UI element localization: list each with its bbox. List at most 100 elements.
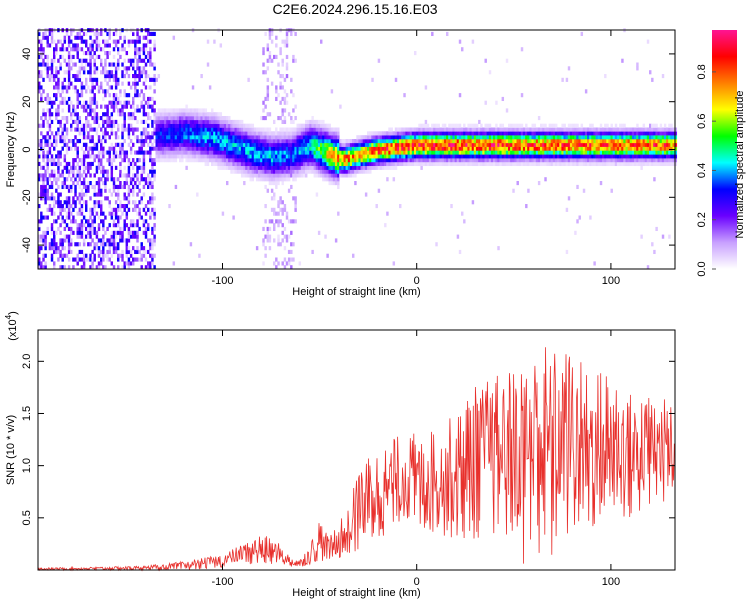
heatmap-cell [153,31,156,37]
heatmap-cell [270,81,274,86]
heatmap-cell [283,204,287,209]
heatmap-cell [589,215,592,220]
heatmap-cell [149,181,152,186]
heatmap-cell [123,39,126,44]
spectrogram-y-axis-label: Frequency (Hz) [5,112,17,188]
heatmap-cell [407,158,411,163]
heatmap-cell [612,131,616,136]
heatmap-cell [627,135,631,140]
heatmap-cell [57,200,60,205]
heatmap-cell [196,116,199,121]
heatmap-cell [219,158,223,163]
heatmap-cell [531,127,534,132]
heatmap-cell [542,139,545,144]
heatmap-cell [328,127,331,132]
heatmap-cell [388,158,391,163]
heatmap-cell [258,146,261,151]
heatmap-cell [557,154,560,159]
heatmap-cell [219,150,223,155]
heatmap-cell [375,139,378,144]
heatmap-cell [63,35,67,40]
heatmap-cell [623,142,626,147]
heatmap-cell [390,131,393,136]
heatmap-cell [670,135,673,140]
heatmap-cell [294,219,297,224]
y-tick-label: -40 [21,237,33,253]
heatmap-cell [578,127,581,132]
heatmap-cell [352,253,355,258]
heatmap-cell [326,150,329,155]
heatmap-cell [281,112,284,117]
heatmap-cell [527,188,530,193]
heatmap-cell [147,135,150,140]
heatmap-cell [114,150,118,155]
heatmap-cell [181,123,184,128]
heatmap-cell [495,146,498,151]
heatmap-cell [110,192,114,197]
heatmap-cell [326,177,329,182]
heatmap-cell [542,158,545,163]
heatmap-cell [606,142,609,147]
heatmap-cell [251,169,255,174]
heatmap-cell [102,47,105,52]
heatmap-cell [587,158,590,163]
heatmap-cell [326,165,329,170]
heatmap-cell [599,161,603,167]
heatmap-cell [322,165,325,170]
heatmap-cell [95,200,99,205]
heatmap-cell [138,39,141,44]
heatmap-cell [147,85,150,90]
heatmap-cell [61,242,64,247]
heatmap-cell [136,135,139,140]
heatmap-cell [352,158,355,163]
heatmap-cell [431,123,434,128]
heatmap-cell [40,62,43,67]
heatmap-cell [377,135,381,140]
heatmap-cell [119,173,122,178]
heatmap-cell [437,123,440,128]
heatmap-cell [330,142,334,147]
heatmap-cell [243,150,246,155]
heatmap-cell [384,142,387,147]
heatmap-cell [326,123,329,128]
heatmap-cell [279,81,282,86]
heatmap-cell [386,150,389,155]
heatmap-cell [356,139,359,144]
heatmap-cell [78,173,82,178]
heatmap-cell [112,119,116,125]
heatmap-cell [475,127,479,132]
heatmap-cell [53,230,56,235]
heatmap-cell [236,150,240,155]
heatmap-cell [76,31,79,37]
heatmap-cell [542,135,545,140]
heatmap-cell [80,47,84,52]
heatmap-cell [563,142,566,147]
heatmap-cell [386,165,389,170]
heatmap-cell [136,192,139,197]
heatmap-cell [320,131,323,136]
heatmap-cell [369,139,372,144]
heatmap-cell [57,177,60,182]
heatmap-cell [183,135,186,140]
heatmap-cell [70,204,73,209]
heatmap-cell [95,31,99,37]
heatmap-cell [78,70,82,75]
heatmap-cell [142,150,146,155]
heatmap-cell [93,31,96,37]
heatmap-cell [93,93,96,98]
heatmap-cell [484,146,487,151]
heatmap-cell [324,139,327,144]
heatmap-cell [535,142,539,147]
heatmap-cell [279,127,282,132]
heatmap-cell [85,43,88,48]
heatmap-cell [552,158,556,163]
heatmap-cell [142,104,146,109]
heatmap-cell [488,150,492,155]
heatmap-cell [646,135,650,140]
heatmap-cell [285,158,289,163]
heatmap-cell [106,108,109,113]
heatmap-cell [636,62,639,67]
heatmap-cell [61,100,64,105]
heatmap-cell [548,131,552,136]
heatmap-cell [561,161,564,167]
